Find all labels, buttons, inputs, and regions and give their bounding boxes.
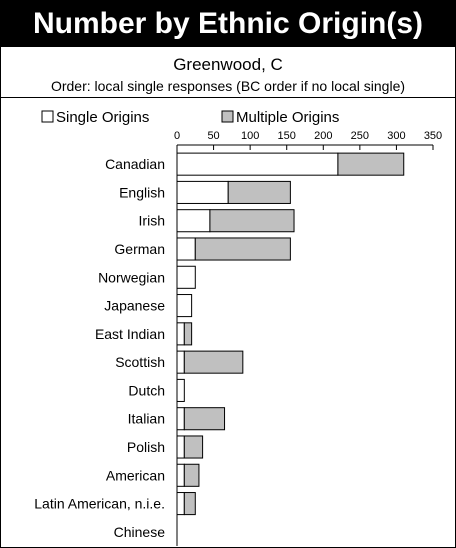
chart-title: Number by Ethnic Origin(s) <box>1 1 455 47</box>
category-label: German <box>114 241 165 257</box>
bar-multiple-origins <box>227 180 291 204</box>
category-labels: Canadian English Irish German Norwegian Japan… <box>34 156 165 540</box>
legend-swatch-single <box>41 110 54 123</box>
legend-swatch-multiple <box>221 110 234 123</box>
chart-subtitle: Greenwood, C <box>173 55 283 74</box>
bar-single-origins <box>176 265 196 289</box>
category-label: Japanese <box>104 298 165 314</box>
bar-single-origins <box>176 294 193 318</box>
x-tick-label: 100 <box>241 130 259 142</box>
category-label: Norwegian <box>98 269 165 285</box>
category-label: Irish <box>139 213 165 229</box>
bar-single-origins <box>176 209 211 233</box>
category-label: East Indian <box>95 326 165 342</box>
bar-multiple-origins <box>337 152 405 176</box>
legend: Single Origins Multiple Origins <box>41 109 339 126</box>
bar-single-origins <box>176 435 185 459</box>
category-label: Canadian <box>105 156 165 172</box>
category-label: American <box>106 467 165 483</box>
divider <box>1 97 455 98</box>
legend-label-single: Single Origins <box>56 109 149 126</box>
category-label: English <box>119 184 165 200</box>
category-label: Scottish <box>115 354 165 370</box>
bar-single-origins <box>176 378 185 402</box>
bar-single-origins <box>176 463 185 487</box>
legend-label-multiple: Multiple Origins <box>236 109 339 126</box>
bar-single-origins <box>176 492 185 516</box>
bar-multiple-origins <box>183 435 204 459</box>
x-tick-label: 350 <box>424 130 442 142</box>
x-tick-label: 150 <box>278 130 296 142</box>
x-tick-label: 50 <box>207 130 219 142</box>
bars <box>176 152 405 516</box>
bar-multiple-origins <box>183 350 244 374</box>
bar-single-origins <box>176 180 229 204</box>
bar-multiple-origins <box>183 322 193 346</box>
category-label: Polish <box>127 439 165 455</box>
x-tick-label: 300 <box>387 130 405 142</box>
bar-single-origins <box>176 350 185 374</box>
bar-single-origins <box>176 407 185 431</box>
bar-single-origins <box>176 237 196 261</box>
x-tick-label: 250 <box>351 130 369 142</box>
category-label: Chinese <box>114 524 166 540</box>
bar-multiple-origins <box>194 237 291 261</box>
x-tick-label: 200 <box>314 130 332 142</box>
x-axis: 0 50 100 150 200 250 300 350 <box>174 130 442 546</box>
bar-multiple-origins <box>183 463 200 487</box>
bar-multiple-origins <box>209 209 295 233</box>
x-tick-label: 0 <box>174 130 180 142</box>
category-label: Italian <box>128 411 165 427</box>
bar-single-origins <box>176 152 339 176</box>
category-label: Dutch <box>128 382 165 398</box>
bar-single-origins <box>176 322 185 346</box>
bar-multiple-origins <box>183 407 226 431</box>
category-label: Latin American, n.i.e. <box>34 496 165 512</box>
order-note: Order: local single responses (BC order … <box>50 78 406 94</box>
bar-multiple-origins <box>183 492 196 516</box>
